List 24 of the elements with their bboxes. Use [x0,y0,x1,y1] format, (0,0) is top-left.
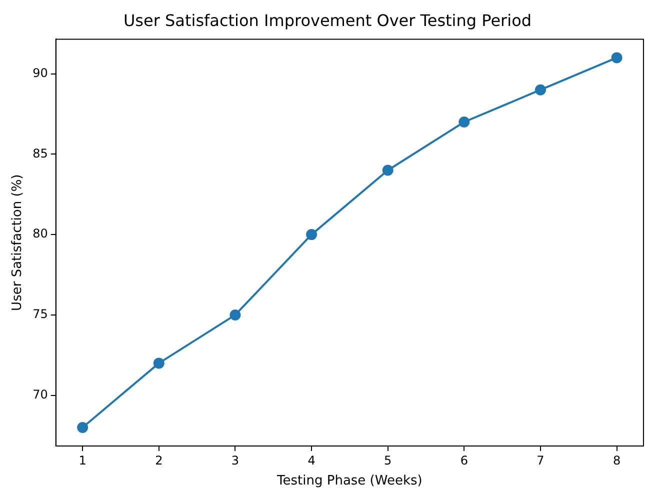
point [230,309,241,320]
x-axis-title: Testing Phase (Weeks) [276,474,422,489]
x-tick-label: 3 [231,453,240,468]
y-axis-title: User Satisfaction (%) [10,174,26,311]
point [306,229,318,240]
y-tick-label: 85 [32,146,48,160]
point [611,52,622,64]
x-tick-label: 8 [612,453,621,468]
x-tick-label: 2 [155,453,163,468]
point [153,358,164,369]
point [382,164,394,176]
x-tick-label: 4 [308,453,316,468]
x-tick-label: 7 [536,453,544,468]
y-tick-label: 80 [32,226,48,241]
point [77,422,88,434]
x-tick-label: 5 [384,453,392,468]
point [458,116,470,128]
chart-title: User Satisfaction Improvement Over Testing Period [123,10,532,30]
y-tick-label: 75 [32,307,48,322]
y-tick-label: 70 [32,387,48,402]
x-tick-label: 1 [78,453,86,468]
x-tick-label: 6 [460,453,468,468]
y-tick-label: 90 [32,66,48,80]
point [534,84,546,96]
